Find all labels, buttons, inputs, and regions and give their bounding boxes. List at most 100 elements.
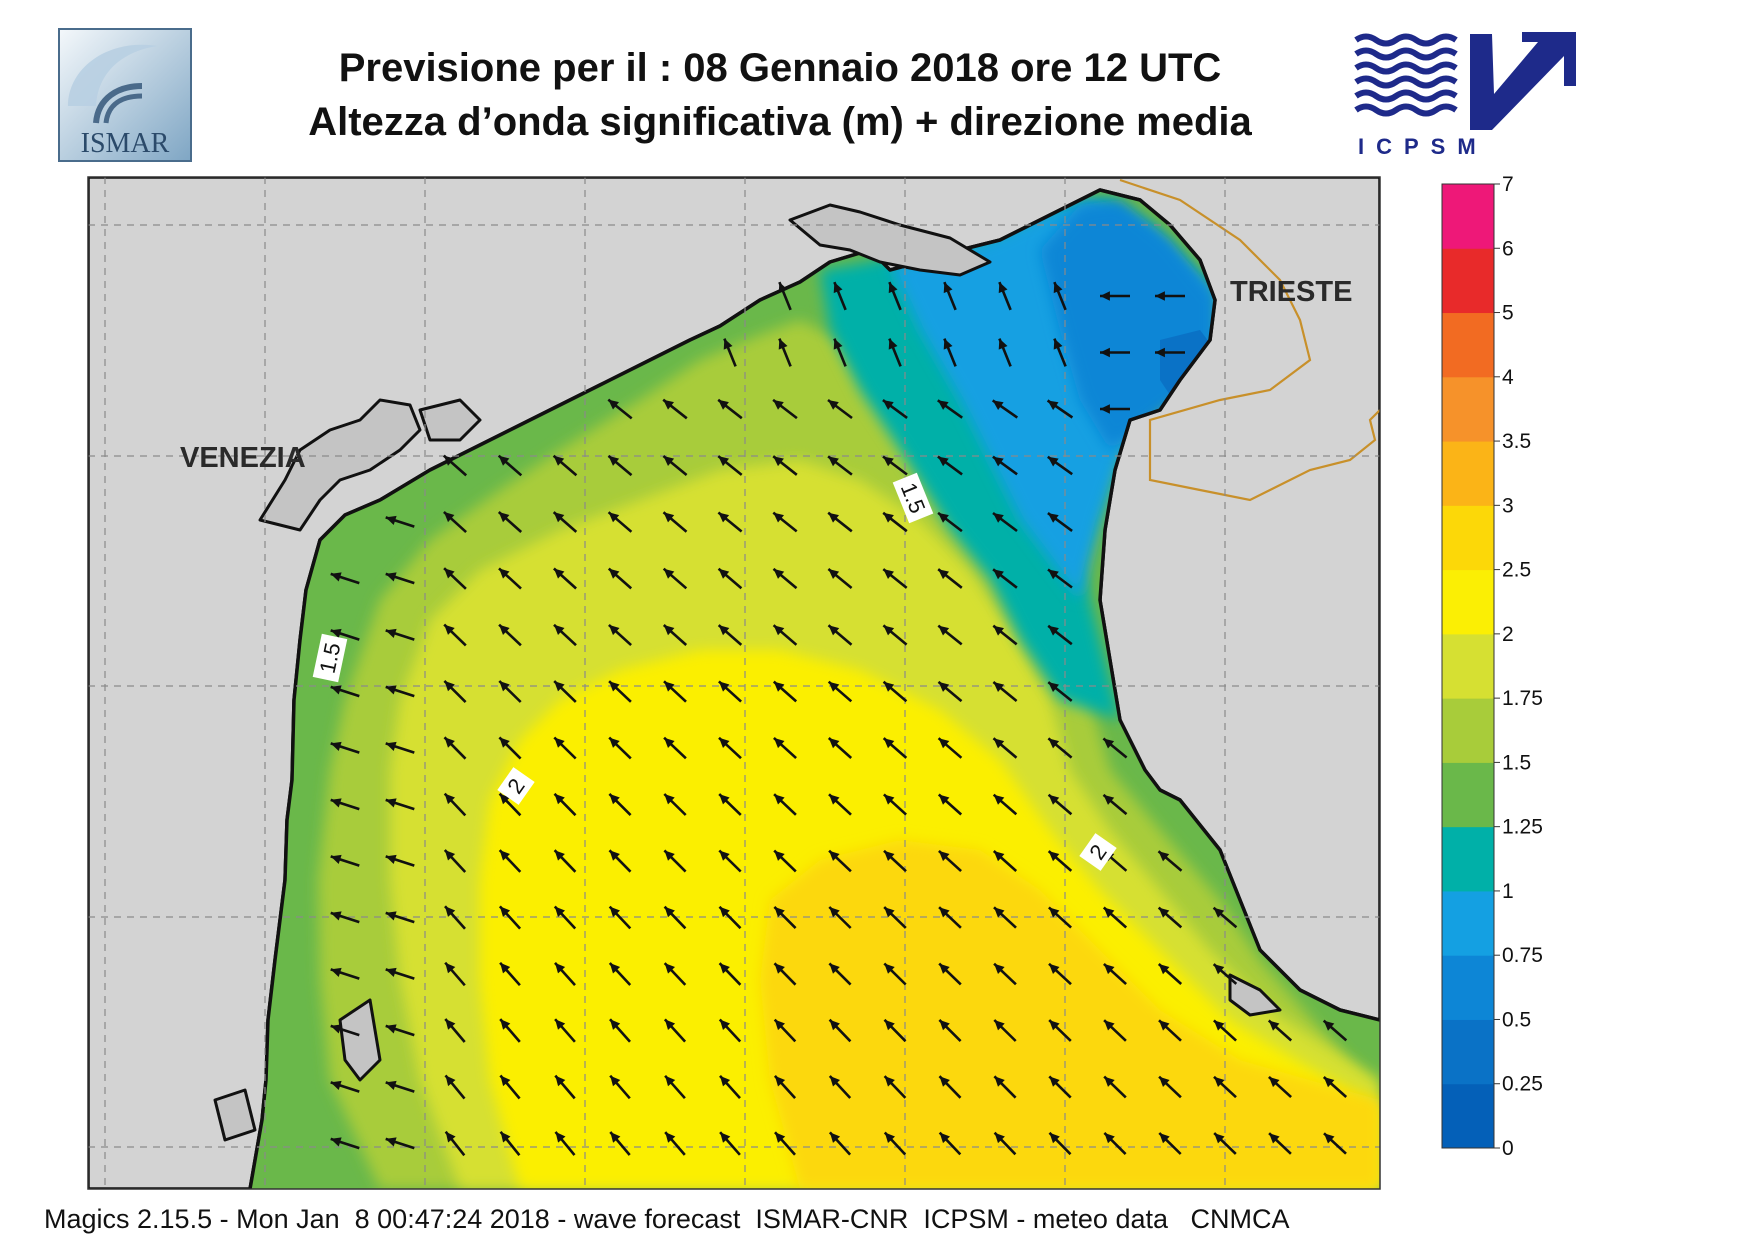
wave-direction-arrowhead: [608, 568, 620, 579]
wave-direction-arrowhead: [719, 850, 730, 861]
wave-direction-arrowhead: [718, 625, 730, 636]
wave-direction-arrowhead: [943, 282, 953, 294]
colorbar-label: 6: [1502, 237, 1514, 260]
wave-direction-arrowhead: [773, 512, 784, 523]
colorbar-label: 1.5: [1502, 751, 1531, 774]
wave-direction-arrowhead: [1268, 1076, 1280, 1088]
wave-direction-arrowhead: [443, 511, 455, 523]
colorbar-swatch: [1442, 1019, 1494, 1085]
colorbar-label: 7: [1502, 173, 1514, 196]
wave-direction-arrowhead: [993, 625, 1004, 636]
wave-direction-arrowhead: [774, 963, 785, 974]
wave-direction-arrowhead: [553, 512, 565, 523]
wave-direction-arrowhead: [499, 737, 510, 748]
city-label-trieste: TRIESTE: [1230, 276, 1352, 308]
wave-direction-arrowhead: [330, 1137, 342, 1147]
wave-direction-arrowhead: [882, 400, 894, 410]
colorbar-label: 2: [1502, 623, 1514, 646]
wave-direction-arrowhead: [330, 685, 342, 695]
wave-direction-arrowhead: [498, 455, 510, 466]
wave-direction-arrowhead: [1159, 1076, 1170, 1087]
colorbar-swatch: [1442, 762, 1494, 828]
map-frame: [87, 176, 1381, 1190]
colorbar-swatch: [1442, 698, 1494, 763]
wave-direction-arrowhead: [385, 741, 397, 751]
colorbar-swatch: [1442, 569, 1494, 635]
footer-credit: Magics 2.15.5 - Mon Jan 8 00:47:24 2018 …: [44, 1204, 1290, 1234]
wave-direction-arrowhead: [829, 1076, 840, 1087]
colorbar-label: 0: [1502, 1137, 1514, 1160]
wave-direction-arrowhead: [939, 1019, 950, 1031]
wave-direction-arrowhead: [445, 1131, 456, 1143]
wave-direction-arrowhead: [938, 512, 949, 523]
wave-direction-arrowhead: [992, 400, 1004, 410]
wave-direction-arrowhead: [719, 963, 730, 974]
wave-direction-arrowhead: [664, 850, 675, 861]
wave-direction-arrowhead: [1048, 569, 1059, 580]
wave-direction-arrowhead: [1158, 964, 1170, 975]
national-border: [1119, 178, 1380, 502]
wave-direction-arrowhead: [1104, 1132, 1115, 1144]
wave-direction-arrowhead: [1159, 1020, 1170, 1031]
wave-direction-arrowhead: [664, 906, 675, 918]
wave-direction-arrowhead: [829, 794, 840, 805]
wave-direction-arrowhead: [664, 794, 675, 805]
wave-direction-arrowhead: [610, 1075, 621, 1087]
wave-direction-arrowhead: [883, 738, 895, 749]
wave-direction-arrowhead: [1158, 851, 1170, 862]
wave-direction-arrowhead: [1048, 682, 1059, 692]
wave-direction-arrowhead: [1047, 456, 1059, 467]
wave-direction-arrowhead: [1155, 347, 1165, 358]
wave-direction-arrowhead: [664, 681, 675, 692]
colorbar-label: 1.25: [1502, 816, 1543, 839]
wave-direction-arrowhead: [938, 850, 950, 862]
colorbar-label: 0.5: [1502, 1008, 1531, 1031]
colorbar-label: 4: [1502, 366, 1514, 389]
wave-direction-arrowhead: [998, 282, 1008, 294]
wave-direction-arrowhead: [1158, 907, 1170, 918]
wave-direction-arrowhead: [938, 625, 950, 636]
wave-direction-arrowhead: [993, 569, 1004, 580]
wave-direction-arrowhead: [992, 456, 1004, 467]
wave-direction-arrowhead: [554, 681, 565, 692]
wave-direction-arrowhead: [883, 681, 895, 692]
wave-direction-arrowhead: [938, 794, 950, 805]
wave-direction-arrowhead: [998, 338, 1008, 350]
wave-direction-arrowhead: [665, 1132, 676, 1143]
wave-direction-arrowhead: [500, 1075, 511, 1087]
wave-direction-arrowhead: [1213, 1020, 1225, 1031]
wave-direction-arrowhead: [330, 854, 342, 864]
wave-direction-arrowhead: [1103, 907, 1115, 918]
wave-direction-arrowhead: [500, 1019, 511, 1030]
colorbar-label: 0.25: [1502, 1073, 1543, 1096]
wave-direction-arrowhead: [774, 794, 785, 805]
wave-direction-arrowhead: [888, 282, 898, 294]
wave-direction-arrowhead: [720, 1075, 731, 1087]
wave-direction-arrowhead: [993, 682, 1005, 692]
wave-direction-arrowhead: [330, 572, 342, 582]
wave-direction-arrowhead: [720, 1132, 731, 1143]
wave-direction-arrowhead: [943, 338, 953, 350]
wave-direction-arrowhead: [939, 1076, 950, 1087]
wave-direction-arrowhead: [555, 962, 566, 974]
wave-direction-arrowhead: [385, 967, 397, 977]
wave-direction-arrowhead: [993, 513, 1004, 523]
wave-direction-arrowhead: [445, 962, 456, 974]
wave-direction-arrowhead: [608, 512, 620, 523]
wave-direction-arrowhead: [663, 512, 675, 523]
wave-direction-arrowhead: [554, 793, 565, 805]
colorbar-frame: [1441, 183, 1495, 1149]
wave-direction-arrowhead: [939, 907, 950, 918]
wave-direction-arrowhead: [719, 906, 730, 918]
wave-direction-arrowhead: [828, 569, 840, 579]
wave-direction-arrowhead: [828, 400, 839, 410]
wave-direction-arrowhead: [1100, 404, 1110, 414]
colorbar-swatch: [1442, 184, 1494, 249]
icpsm-logo: ICPSM: [1354, 32, 1576, 159]
wave-direction-arrowhead: [500, 962, 511, 974]
wave-direction-arrowhead: [778, 338, 788, 350]
wave-direction-arrowhead: [1214, 1076, 1225, 1087]
wave-direction-arrowhead: [385, 1080, 397, 1090]
wave-direction-arrowhead: [385, 628, 397, 638]
title-line-2: Altezza d’onda significativa (m) + direz…: [308, 100, 1252, 144]
